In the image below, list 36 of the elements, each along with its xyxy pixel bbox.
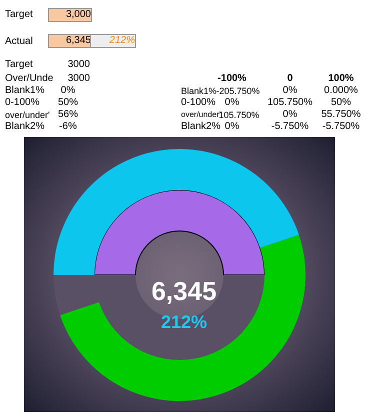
text: 0% — [282, 109, 298, 121]
text: 0-100% — [5, 97, 40, 109]
text: 212% — [90, 34, 136, 48]
text: 56% — [56, 109, 79, 121]
text: -100% — [216, 73, 248, 85]
text: Blank2% — [181, 121, 221, 133]
text: Blank1% — [5, 85, 45, 97]
text: Target — [5, 9, 34, 21]
text: 0% — [224, 121, 240, 132]
text: Target — [5, 59, 34, 71]
text: 3,000 — [48, 8, 92, 22]
text: 6,345 — [48, 34, 92, 48]
text: over/under' — [5, 109, 50, 121]
text: Blank1% — [181, 85, 217, 97]
text: 0% — [224, 97, 240, 108]
text: 0% — [282, 85, 298, 97]
text: 50% — [330, 97, 352, 109]
text: over/under' — [181, 109, 221, 121]
text: -5.750% — [321, 121, 361, 133]
text: Blank2% — [5, 121, 45, 133]
text: 50% — [56, 97, 79, 109]
text: 6,345 — [151, 276, 217, 306]
text: Over/Unde — [5, 73, 54, 85]
text: 0 — [286, 73, 294, 85]
text: 3000 — [68, 73, 90, 84]
text: 105.750% — [266, 97, 314, 109]
text: 212% — [160, 312, 208, 332]
text: -5.750% — [270, 121, 310, 133]
text: 100% — [327, 73, 355, 85]
text: 55.750% — [320, 109, 362, 121]
text: 0% — [60, 85, 76, 97]
text: 0-100% — [181, 97, 216, 109]
text: Actual — [5, 36, 34, 48]
text: 0.000% — [323, 85, 359, 97]
text: 3000 — [66, 59, 90, 71]
text: -6% — [58, 121, 78, 133]
